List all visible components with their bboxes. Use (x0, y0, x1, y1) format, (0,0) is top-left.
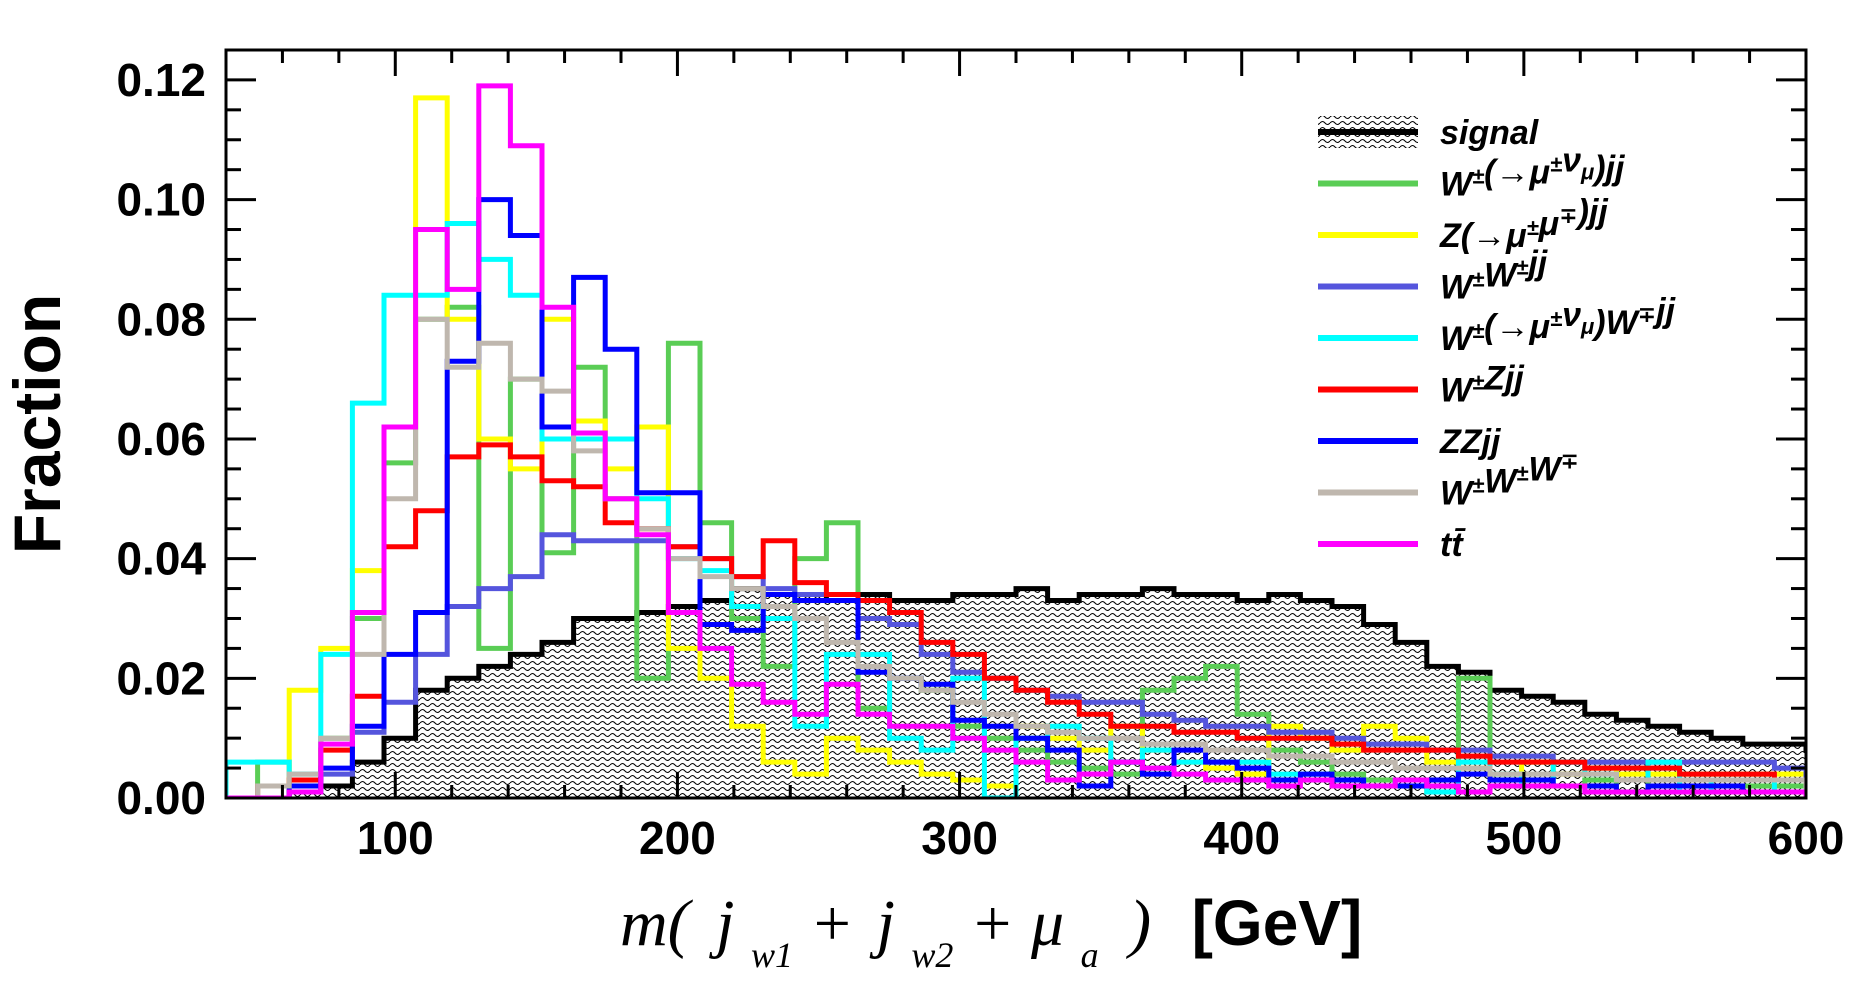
legend-item: tt̄ (1318, 526, 1466, 564)
histogram-series-layer (226, 83, 1806, 798)
legend-item: W±W±W∓ (1318, 449, 1579, 513)
y-tick-label: 0.10 (116, 174, 206, 226)
legend-item: W±W±jj (1318, 245, 1549, 307)
series-5 (226, 442, 1806, 798)
legend-label: signal (1440, 114, 1540, 152)
x-label-close: ) (1125, 887, 1151, 960)
axis-ticks: 100 200 300 400 500 600 0.00 0.02 0.04 0.06 0.08 0.… (116, 50, 1844, 864)
x-label-j2: j (869, 887, 895, 960)
legend-label: ZZjj (1439, 423, 1502, 461)
y-tick-label: 0.00 (116, 772, 206, 824)
series-line (226, 532, 1806, 798)
legend-label: W±W±W∓ (1440, 449, 1579, 513)
legend: signalW±(→μ±νμ)jjZ(→μ±μ∓)jjW±W±jjW±(→μ±ν… (1318, 114, 1677, 564)
x-label-j1: j (708, 887, 734, 960)
legend-label: W±W±jj (1440, 245, 1549, 307)
y-tick-label: 0.02 (116, 652, 206, 704)
x-label-j1-sub: w1 (751, 935, 793, 975)
x-label-mu: μ (1030, 887, 1064, 960)
legend-item: W±Zjj (1318, 360, 1525, 410)
series-line (226, 586, 1806, 798)
legend-label: W±Zjj (1440, 360, 1525, 410)
legend-item: W±(→μ±νμ)jj (1318, 142, 1626, 204)
series-3 (226, 532, 1806, 798)
y-tick-label: 0.12 (116, 54, 206, 106)
x-label-plus-2: + (970, 887, 1015, 960)
series-6 (226, 197, 1806, 798)
y-tick-label: 0.04 (116, 533, 206, 585)
x-tick-label: 200 (639, 812, 716, 864)
series-8 (226, 83, 1806, 798)
y-axis-label: Fraction (0, 294, 74, 554)
x-axis-label: m( j w1 + j w2 + μ a ) [GeV] (620, 887, 1362, 982)
x-label-prefix: m( (620, 887, 694, 960)
x-label-mu-sub: a (1081, 935, 1099, 975)
x-label-unit: [GeV] (1192, 887, 1363, 959)
legend-label: W±(→μ±νμ)W∓jj (1440, 292, 1677, 358)
legend-label: tt̄ (1440, 526, 1466, 564)
x-label-plus-1: + (810, 887, 855, 960)
x-tick-label: 300 (921, 812, 998, 864)
y-tick-label: 0.06 (116, 413, 206, 465)
series-line (226, 316, 1806, 798)
y-tick-label: 0.08 (116, 293, 206, 345)
x-tick-label: 400 (1203, 812, 1280, 864)
series-line (226, 197, 1806, 798)
series-line (226, 442, 1806, 798)
legend-label: W±(→μ±νμ)jj (1440, 142, 1626, 204)
x-tick-label: 500 (1485, 812, 1562, 864)
x-label-j2-sub: w2 (911, 935, 953, 975)
series-line (226, 83, 1806, 798)
legend-item: W±(→μ±νμ)W∓jj (1318, 292, 1677, 358)
x-tick-label: 600 (1768, 812, 1845, 864)
legend-label: Z(→μ±μ∓)jj (1439, 193, 1609, 255)
legend-item: signal (1318, 114, 1540, 152)
series-7 (226, 316, 1806, 798)
x-tick-label: 100 (357, 812, 434, 864)
legend-item: ZZjj (1318, 423, 1502, 461)
legend-item: Z(→μ±μ∓)jj (1318, 193, 1609, 255)
